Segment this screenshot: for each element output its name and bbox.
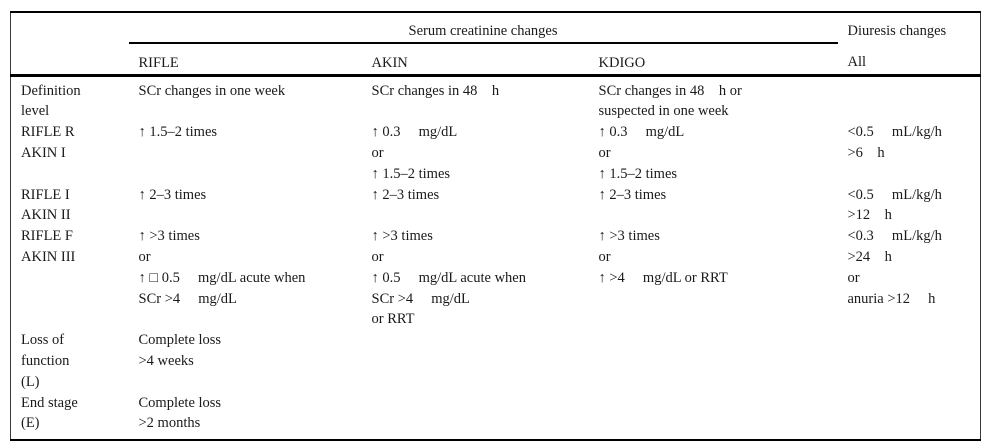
kdigo-cell: ↑ 2–3 times	[598, 186, 667, 203]
kdigo-cell: ↑ >3 times or ↑ >4 mg/dL or RRT	[598, 228, 728, 286]
column-header-rifle: RIFLE	[128, 42, 362, 77]
kdigo-cell	[589, 393, 838, 441]
diuresis-cell: <0.5 mL/kg/h >12 h	[847, 186, 942, 224]
rifle-cell: Complete loss >2 months	[138, 394, 222, 432]
akin-cell	[362, 330, 589, 392]
kdigo-cell: SCr changes in 48 h or suspected in one …	[598, 82, 742, 120]
table-row-definition-level: Definition level SCr changes in one week…	[11, 75, 981, 122]
column-header-row: RIFLE AKIN KDIGO All	[10, 42, 981, 77]
column-header-all: All	[837, 42, 981, 77]
rifle-cell: ↑ 2–3 times	[138, 186, 207, 203]
group-header-row: Serum creatinine changes Diuresis change…	[11, 12, 981, 44]
akin-cell	[362, 393, 589, 441]
column-header-label	[10, 42, 129, 77]
row-label-cell: RIFLE R AKIN I	[21, 124, 75, 161]
rifle-cell: SCr changes in one week	[138, 82, 286, 99]
row-label-cell: RIFLE F AKIN III	[21, 228, 76, 265]
table-row-rifle-r-akin-1: RIFLE R AKIN I ↑ 1.5–2 times ↑ 0.3 mg/dL…	[11, 122, 981, 184]
diuresis-cell: <0.3 mL/kg/h >24 h or anuria >12 h	[847, 228, 942, 307]
diuresis-cell: <0.5 mL/kg/h >6 h	[847, 124, 942, 161]
table-row-end-stage: End stage (E) Complete loss >2 months	[11, 393, 981, 441]
row-label-cell: RIFLE I AKIN II	[21, 186, 71, 224]
table-row-loss-of-function: Loss of function (L) Complete loss >4 we…	[11, 330, 981, 392]
akin-cell: ↑ >3 times or ↑ 0.5 mg/dL acute when SCr…	[371, 228, 527, 328]
kdigo-cell: ↑ 0.3 mg/dL or ↑ 1.5–2 times	[598, 124, 685, 182]
row-label-cell: Loss of function (L)	[21, 332, 70, 390]
row-label-cell: Definition level	[21, 82, 81, 120]
aki-staging-table: Serum creatinine changes Diuresis change…	[10, 11, 981, 442]
diuresis-group-header: Diuresis changes	[847, 23, 947, 39]
rifle-cell: ↑ 1.5–2 times	[138, 124, 218, 141]
akin-cell: SCr changes in 48 h	[371, 82, 500, 99]
rifle-cell: ↑ >3 times or ↑ □ 0.5 mg/dL acute when S…	[138, 228, 306, 307]
row-label-cell: End stage (E)	[21, 394, 78, 432]
akin-cell: ↑ 2–3 times	[371, 186, 440, 203]
diuresis-cell	[838, 393, 981, 441]
column-header-akin: AKIN	[361, 42, 589, 77]
akin-cell: ↑ 0.3 mg/dL or ↑ 1.5–2 times	[371, 124, 458, 182]
empty-corner-cell	[11, 12, 129, 43]
rifle-cell: Complete loss >4 weeks	[138, 332, 222, 369]
column-header-kdigo: KDIGO	[588, 42, 838, 77]
table-row-rifle-i-akin-2: RIFLE I AKIN II ↑ 2–3 times ↑ 2–3 times …	[11, 185, 981, 227]
kdigo-cell	[589, 330, 838, 392]
table-row-rifle-f-akin-3: RIFLE F AKIN III ↑ >3 times or ↑ □ 0.5 m…	[11, 226, 981, 330]
diuresis-cell	[838, 75, 981, 122]
diuresis-cell	[838, 330, 981, 392]
serum-creatinine-group-header: Serum creatinine changes	[128, 12, 838, 44]
